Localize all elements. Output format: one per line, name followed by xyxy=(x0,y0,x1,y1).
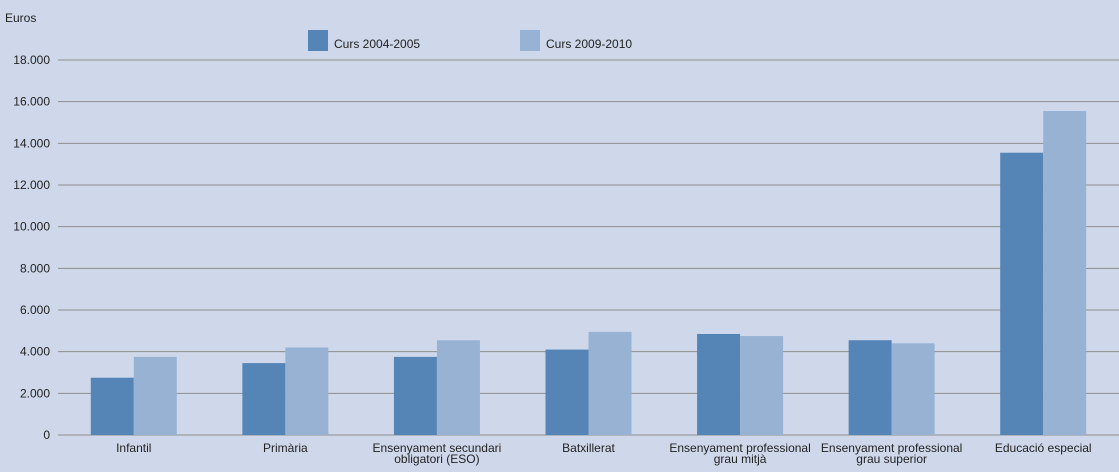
bar-curs-2009-2010 xyxy=(589,332,632,435)
x-category-label-line: grau superior xyxy=(856,452,927,466)
bar-curs-2009-2010 xyxy=(740,336,783,435)
x-category-label: Batxillerat xyxy=(562,441,615,455)
x-category-label: Primària xyxy=(263,441,308,455)
y-tick-label: 10.000 xyxy=(13,220,50,234)
x-category-label: Ensenyament professional grau mitjà xyxy=(669,441,810,466)
y-tick-label: 0 xyxy=(43,428,50,442)
x-category-label-line: Educació especial xyxy=(995,441,1092,455)
bar-curs-2004-2005 xyxy=(91,378,134,435)
x-category-label-line: Primària xyxy=(263,441,308,455)
x-category-label: Infantil xyxy=(116,441,151,455)
x-category-label: Ensenyament secundari obligatori (ESO) xyxy=(373,441,502,466)
x-category-label-line: grau mitjà xyxy=(714,452,767,466)
bar-curs-2004-2005 xyxy=(546,350,589,435)
x-axis-labels: Infantil Primària Ensenyament secundari obl… xyxy=(116,441,1091,466)
y-tick-label: 8.000 xyxy=(20,261,50,275)
bar-curs-2009-2010 xyxy=(1043,111,1086,435)
bar-curs-2004-2005 xyxy=(1000,153,1043,435)
x-category-label-line: obligatori (ESO) xyxy=(394,452,479,466)
legend-swatch xyxy=(520,30,540,51)
bar-curs-2009-2010 xyxy=(285,348,328,436)
y-tick-label: 16.000 xyxy=(13,95,50,109)
bar-curs-2009-2010 xyxy=(892,343,935,435)
legend-swatch xyxy=(308,30,328,51)
bar-curs-2009-2010 xyxy=(134,357,177,435)
y-tick-label: 4.000 xyxy=(20,345,50,359)
y-axis-ticks: 0 2.000 4.000 6.000 8.000 10.000 12.000 14.000 1… xyxy=(13,53,50,442)
legend-label: Curs 2004-2005 xyxy=(334,37,420,51)
y-tick-label: 18.000 xyxy=(13,53,50,67)
bar-curs-2009-2010 xyxy=(437,340,480,435)
x-category-label-line: Infantil xyxy=(116,441,151,455)
legend-label: Curs 2009-2010 xyxy=(546,37,632,51)
y-tick-label: 14.000 xyxy=(13,136,50,150)
legend: Curs 2004-2005 Curs 2009-2010 xyxy=(308,30,632,51)
bar-curs-2004-2005 xyxy=(849,340,892,435)
bars xyxy=(91,111,1086,435)
bar-curs-2004-2005 xyxy=(394,357,437,435)
y-tick-label: 12.000 xyxy=(13,178,50,192)
x-category-label-line: Batxillerat xyxy=(562,441,615,455)
y-tick-label: 2.000 xyxy=(20,386,50,400)
x-category-label: Ensenyament professional grau superior xyxy=(821,441,962,466)
y-tick-label: 6.000 xyxy=(20,303,50,317)
bar-curs-2004-2005 xyxy=(242,363,285,435)
y-axis-unit-label: Euros xyxy=(5,11,36,25)
x-category-label: Educació especial xyxy=(995,441,1092,455)
bar-curs-2004-2005 xyxy=(697,334,740,435)
